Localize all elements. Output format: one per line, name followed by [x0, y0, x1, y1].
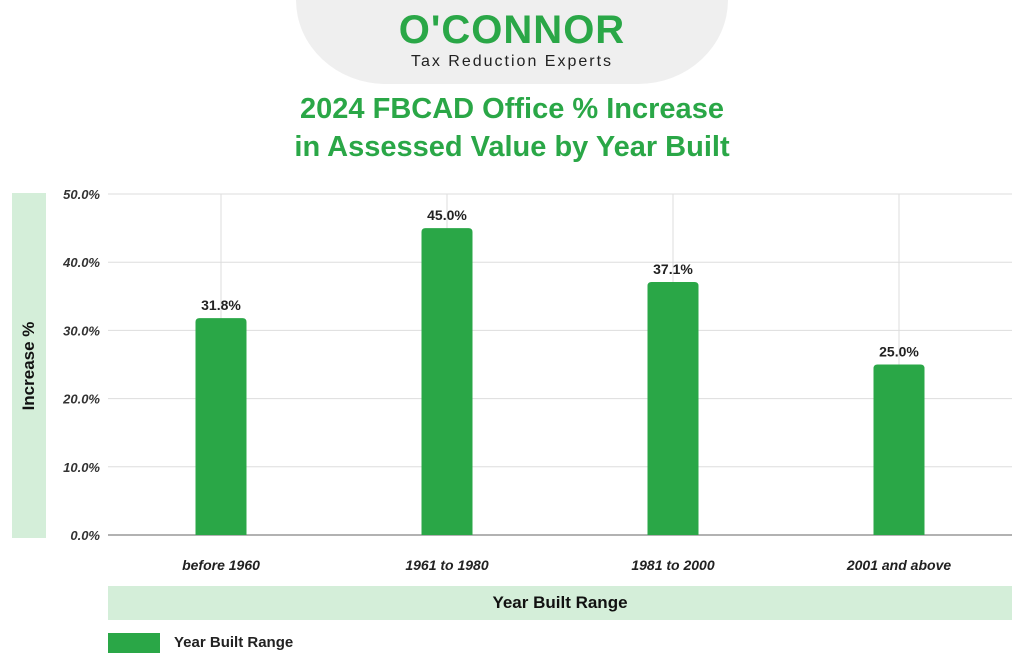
- x-axis-label: Year Built Range: [492, 593, 628, 612]
- bar: [421, 228, 473, 535]
- y-tick-label: 30.0%: [63, 323, 100, 338]
- y-tick-label: 0.0%: [70, 528, 100, 543]
- logo-panel: [296, 0, 728, 84]
- x-tick-label: before 1960: [182, 557, 260, 573]
- y-axis-label-band: [12, 193, 46, 538]
- chart-title-line-1: 2024 FBCAD Office % Increase: [300, 93, 724, 125]
- chart-title: 2024 FBCAD Office % Increase in Assessed…: [0, 90, 1024, 166]
- data-label: 37.1%: [653, 261, 693, 277]
- chart-title-line-2: in Assessed Value by Year Built: [294, 131, 730, 163]
- bar: [873, 364, 925, 535]
- data-label: 45.0%: [427, 207, 467, 223]
- brand-tagline: Tax Reduction Experts: [410, 53, 614, 70]
- bar: [647, 281, 699, 535]
- x-tick-label: 1981 to 2000: [631, 557, 714, 573]
- legend-swatch: [108, 633, 160, 653]
- y-tick-label: 10.0%: [63, 460, 100, 475]
- y-tick-label: 50.0%: [63, 187, 100, 202]
- x-axis-label-band: [108, 586, 1012, 620]
- x-tick-label: 1961 to 1980: [405, 557, 488, 573]
- y-tick-label: 40.0%: [62, 255, 100, 270]
- x-tick-label: 2001 and above: [846, 557, 951, 573]
- data-label: 31.8%: [201, 297, 241, 313]
- brand-logo: O'CONNOR: [398, 8, 626, 52]
- y-tick-label: 20.0%: [62, 392, 100, 407]
- bar: [195, 318, 247, 535]
- legend-label: Year Built Range: [174, 634, 294, 651]
- data-label: 25.0%: [879, 344, 919, 360]
